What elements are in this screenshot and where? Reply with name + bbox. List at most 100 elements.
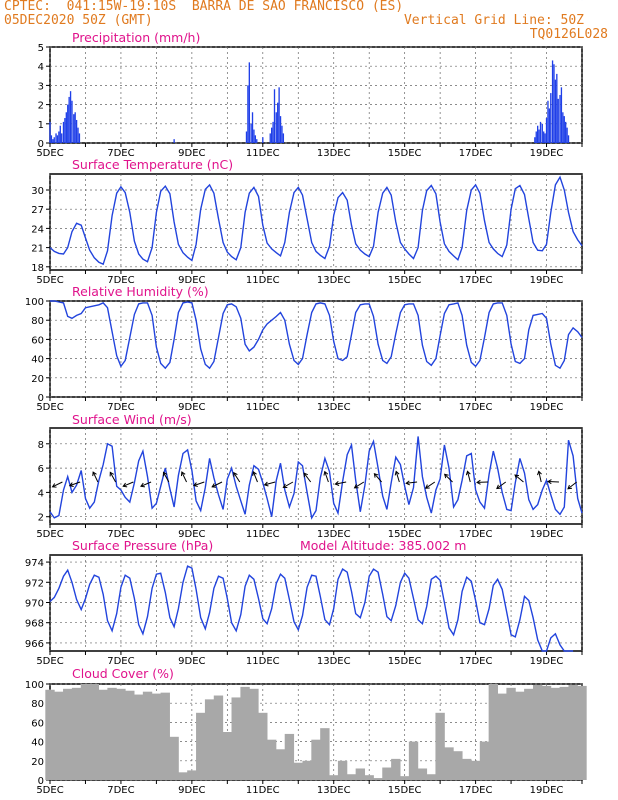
precip-bar: [262, 137, 264, 143]
cloud-xtick-label: 19DEC: [530, 785, 564, 796]
wind-arrow-head: [192, 482, 198, 487]
rh-xtick-label: 7DEC: [107, 402, 134, 413]
rh-xtick-label: 11DEC: [246, 402, 280, 413]
cloud-bar: [524, 688, 534, 780]
wind-arrow: [181, 471, 187, 483]
precip-bar: [541, 123, 543, 143]
wind-arrow-head: [465, 470, 471, 476]
precip-bar: [52, 139, 54, 143]
pressure-xtick-label: 17DEC: [459, 656, 493, 667]
temp-xtick-label: 7DEC: [107, 275, 134, 286]
cloud-bar: [320, 728, 330, 780]
wind-arrow: [514, 474, 524, 483]
pressure-xtick-label: 7DEC: [107, 656, 134, 667]
wind-arrow-head: [180, 471, 186, 477]
cloud-xtick-label: 11DEC: [246, 785, 280, 796]
precip-bar: [56, 135, 59, 143]
precip-frame: [49, 46, 583, 144]
wind-arrow: [233, 472, 241, 483]
cloud-ytick-label: 100: [25, 680, 44, 691]
wind-xtick-label: 13DEC: [317, 529, 351, 540]
cloud-bar: [532, 684, 543, 780]
precip-bar: [62, 121, 65, 143]
cloud-bar: [391, 758, 401, 780]
cloud-bar: [355, 768, 366, 780]
rh-xtick-label: 17DEC: [459, 402, 493, 413]
cloud-bar: [337, 760, 348, 780]
cloud-bar: [222, 732, 233, 780]
precip-bar: [256, 139, 258, 143]
precip-bar: [269, 133, 271, 143]
precip-bar: [65, 112, 67, 143]
precip-bar: [251, 112, 254, 143]
wind-arrow: [374, 473, 382, 483]
precip-bar: [279, 116, 282, 143]
precip-bar: [551, 60, 554, 143]
wind-arrow: [425, 481, 436, 489]
rh-xtick-label: 5DEC: [36, 402, 63, 413]
wind-arrow-head: [140, 482, 145, 488]
precip-xtick-label: 19DEC: [530, 148, 564, 159]
pressure-annotation: Model Altitude: 385.002 m: [300, 538, 466, 553]
wind-arrow-head: [162, 471, 168, 477]
cloud-xtick-label: 13DEC: [317, 785, 351, 796]
precip-ytick-label: 3: [38, 81, 44, 92]
run-date: 05DEC2020 50Z (GMT): [4, 13, 153, 28]
rh-ytick-label: 100: [25, 297, 44, 308]
wind-arrow: [140, 481, 152, 487]
wind-arrow: [335, 481, 347, 485]
rh-ytick-label: 20: [31, 374, 44, 385]
precip-bar: [250, 123, 252, 143]
model-id: TQ0126L028: [529, 27, 608, 42]
precip-bar: [544, 133, 546, 143]
rh-series-line: [50, 300, 583, 370]
cloud-xtick-label: 7DEC: [107, 785, 134, 796]
precip-bar: [534, 137, 536, 143]
rh-ytick-label: 40: [31, 355, 44, 366]
precip-bar: [543, 131, 545, 143]
wind-arrow-head: [211, 483, 217, 488]
rh-xtick-label: 9DEC: [178, 402, 205, 413]
wind-arrow-head: [394, 470, 400, 476]
wind-arrow: [467, 471, 471, 483]
cloud-title: Cloud Cover (%): [72, 666, 174, 681]
cloud-bar: [444, 747, 454, 780]
precip-xtick-label: 9DEC: [178, 148, 205, 159]
wind-ytick-label: 6: [38, 464, 44, 475]
precip-bar: [53, 137, 55, 143]
wind-arrow-head: [514, 474, 520, 479]
precip-xtick-label: 17DEC: [459, 148, 493, 159]
wind-arrow: [395, 471, 400, 483]
wind-arrow: [324, 471, 329, 483]
precip-bar: [563, 116, 565, 143]
cloud-ytick-label: 20: [31, 757, 44, 768]
wind-arrow-head: [496, 484, 501, 490]
cloud-bar: [488, 684, 499, 780]
pressure-ytick-label: 966: [25, 639, 44, 650]
cloud-bar: [311, 739, 321, 780]
cloud-bar: [178, 772, 188, 780]
pressure-ytick-label: 972: [25, 578, 44, 589]
precip-bar: [173, 139, 175, 143]
cloud-xtick-label: 17DEC: [459, 785, 493, 796]
cloud-bar: [45, 689, 55, 780]
precip-bar: [59, 125, 61, 143]
wind-arrow: [264, 481, 276, 486]
cloud-bar: [568, 684, 578, 780]
cloud-ytick-label: 40: [31, 738, 44, 749]
cloud-bar: [107, 687, 117, 780]
precip-bar: [538, 129, 540, 143]
cloud-bar: [577, 685, 587, 780]
precip-ytick-label: 4: [38, 62, 44, 73]
pressure-xtick-label: 9DEC: [178, 656, 205, 667]
precip-bar: [49, 121, 51, 143]
wind-arrow: [211, 481, 223, 488]
cloud-bar: [506, 687, 516, 780]
wind-arrow: [123, 481, 134, 487]
rh-title: Relative Humidity (%): [72, 284, 209, 299]
temp-title: Surface Temperature (nC): [72, 157, 233, 172]
wind-ytick-label: 4: [38, 488, 44, 499]
cloud-bar: [258, 712, 268, 780]
cloud-bar: [89, 684, 100, 780]
wind-xtick-label: 15DEC: [388, 529, 422, 540]
